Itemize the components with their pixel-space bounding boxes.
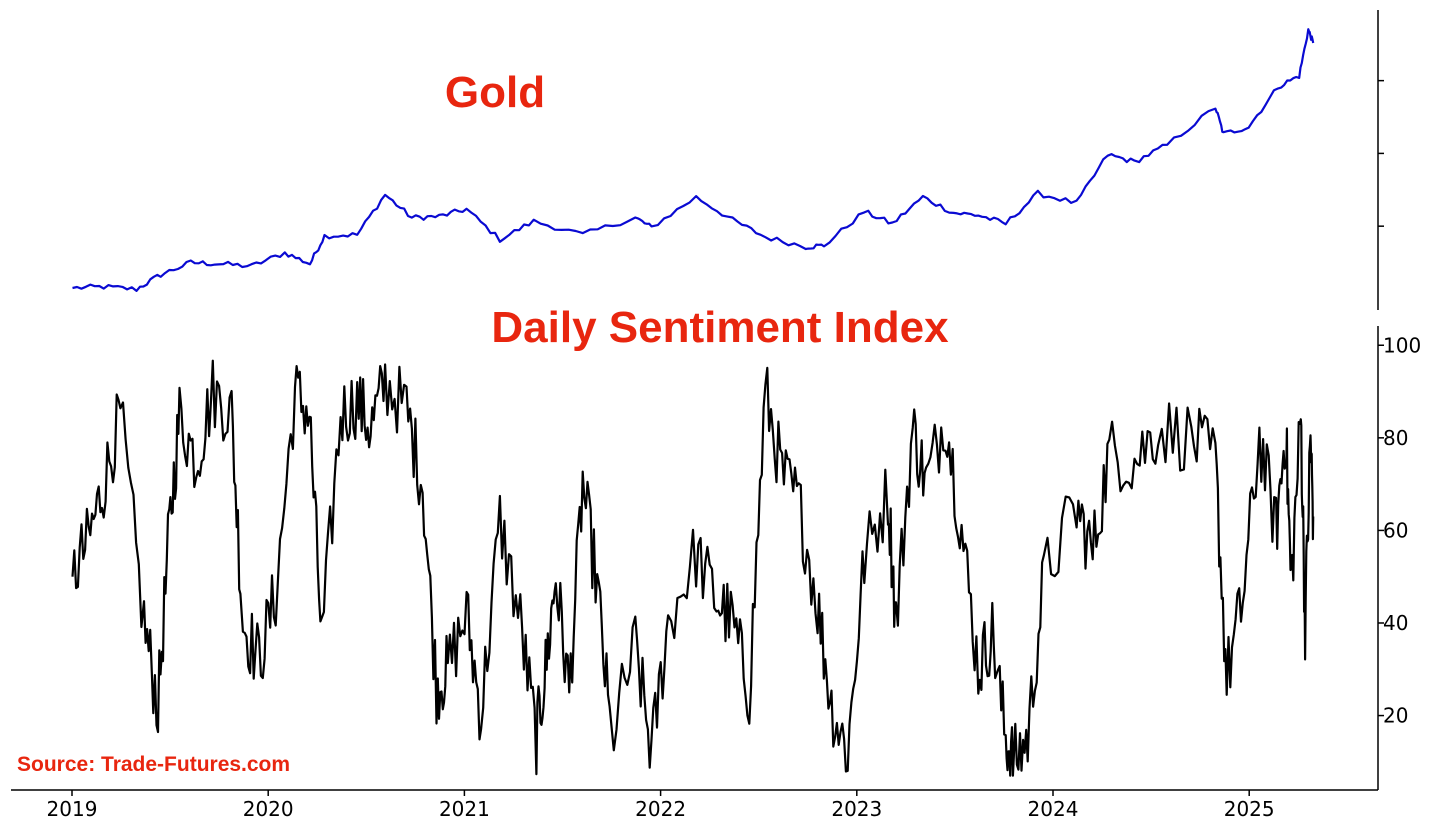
dsi-chart-title: Daily Sentiment Index (491, 303, 949, 352)
x-tick-label: 2020 (243, 797, 294, 821)
dsi-y-tick-label: 60 (1383, 518, 1408, 542)
dsi-y-tick-label: 100 (1383, 333, 1421, 357)
x-tick-label: 2019 (47, 797, 98, 821)
dsi-y-tick-label: 40 (1383, 611, 1408, 635)
x-tick-label: 2021 (439, 797, 490, 821)
x-ticks: 2019 2020 2021 2022 2023 2024 2025 (47, 790, 1275, 821)
dsi-y-tick-label: 80 (1383, 426, 1408, 450)
x-tick-label: 2022 (635, 797, 686, 821)
dsi-y-tick-label: 20 (1383, 704, 1408, 728)
dsi-series-line (71, 359, 1315, 777)
dsi-y-ticks: 20 40 60 80 100 (1378, 333, 1421, 728)
x-tick-label: 2024 (1028, 797, 1079, 821)
gold-y-ticks (1378, 79, 1384, 227)
x-tick-label: 2025 (1224, 797, 1275, 821)
x-tick-label: 2023 (831, 797, 882, 821)
source-note: Source: Trade-Futures.com (17, 753, 290, 776)
gold-chart-title: Gold (445, 68, 545, 117)
gold-series-line (72, 28, 1315, 292)
